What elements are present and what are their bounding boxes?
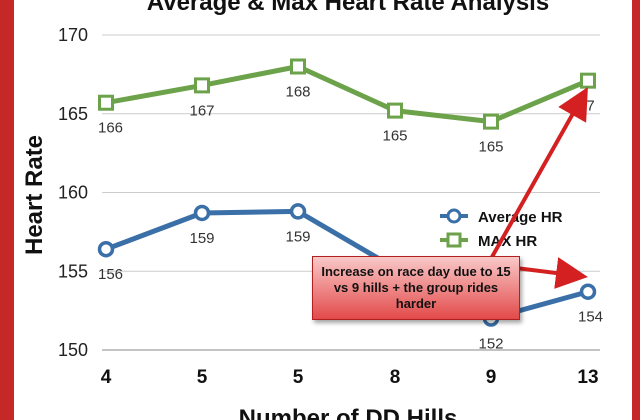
x-axis-label: Number of DD Hills — [239, 405, 458, 420]
data-point — [579, 283, 597, 300]
data-point — [580, 72, 596, 89]
data-series — [97, 58, 597, 327]
y-tick-label: 170 — [58, 25, 88, 45]
x-tick-label: 5 — [197, 367, 208, 388]
data-label: 165 — [478, 139, 503, 156]
data-point — [97, 240, 115, 258]
x-tick-label: 4 — [101, 367, 112, 388]
data-label: 152 — [478, 336, 503, 353]
data-label: 156 — [98, 266, 123, 283]
y-tick-label: 150 — [58, 340, 88, 360]
legend-max-marker — [446, 232, 462, 248]
data-label: 154 — [578, 309, 603, 326]
x-tick-label: 9 — [486, 367, 497, 388]
data-label: 166 — [98, 120, 123, 137]
series-line-max-hr — [105, 64, 589, 125]
data-point — [194, 77, 210, 94]
legend-average-label: Average HR — [478, 209, 563, 226]
x-tick-label: 13 — [577, 367, 598, 388]
x-tick-label: 5 — [293, 367, 304, 388]
x-tick-label: 8 — [390, 367, 401, 388]
chart-title: Average & Max Heart Rate Analysis — [147, 0, 549, 16]
data-label: 159 — [285, 228, 310, 245]
legend-max-label: MAX HR — [478, 233, 537, 250]
data-point — [289, 203, 307, 220]
data-label: 167 — [189, 102, 214, 119]
data-label: 168 — [285, 84, 310, 101]
data-point — [193, 204, 211, 222]
y-tick-label: 155 — [58, 261, 88, 281]
data-label: 159 — [189, 230, 214, 247]
data-point — [483, 113, 499, 130]
y-tick-label: 165 — [58, 104, 88, 124]
y-tick-label: 160 — [58, 183, 88, 203]
data-point — [98, 94, 114, 111]
annotation-text: Increase on race day due to 15 vs 9 hill… — [321, 264, 511, 311]
annotation-callout: Increase on race day due to 15 vs 9 hill… — [312, 256, 520, 320]
data-label: 165 — [382, 128, 407, 145]
axes: 150 155 160 165 170 4 5 5 8 9 13 — [58, 25, 599, 388]
legend-average-marker — [446, 208, 462, 224]
arrow-to-max-hr — [486, 87, 588, 265]
data-point — [290, 58, 306, 75]
legend: Average HR MAX HR — [440, 208, 563, 250]
y-axis-label: Heart Rate — [21, 135, 48, 255]
data-point — [387, 102, 403, 119]
